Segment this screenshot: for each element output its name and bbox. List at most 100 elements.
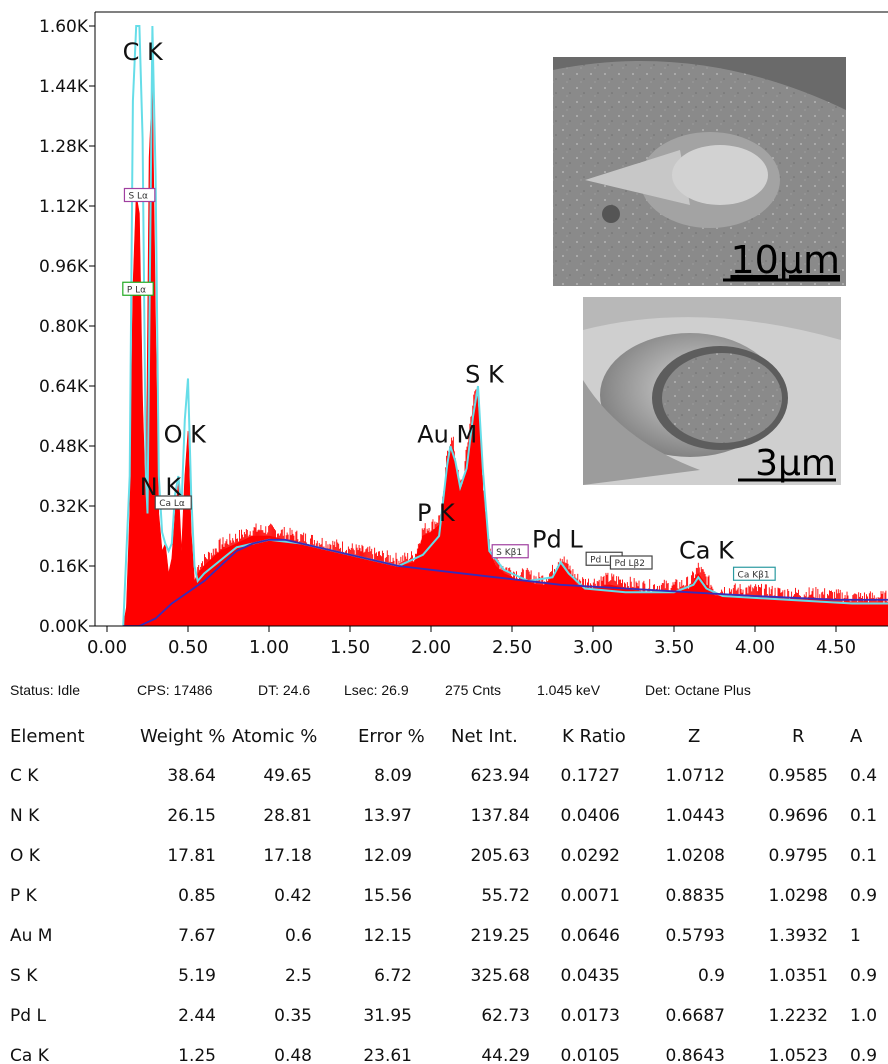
cps-readout: CPS: 17486 (137, 682, 213, 698)
element-cell: C K (10, 766, 39, 786)
value-cell: 17.18 (263, 846, 312, 866)
value-cell: 1.0298 (768, 886, 828, 906)
value-cell: 0.48 (274, 1046, 312, 1064)
marker-label: Pd Lβ (590, 555, 615, 565)
value-cell: 17.81 (167, 846, 216, 866)
value-cell: 0.0435 (560, 966, 620, 986)
marker-label-box (122, 281, 154, 296)
value-cell: 1.2232 (768, 1006, 828, 1026)
value-cell: 23.61 (363, 1046, 412, 1064)
x-tick-label: 4.00 (735, 637, 775, 658)
value-cell: 0.0292 (560, 846, 620, 866)
value-cell: 0.85 (178, 886, 216, 906)
element-cell: Ca K (10, 1046, 49, 1064)
peak-label: N K (140, 473, 183, 501)
value-cell: 0.1 (850, 846, 878, 866)
peak-label: Au M (417, 420, 477, 448)
y-tick-label: 0.96K (39, 257, 89, 277)
element-cell: Pd L (10, 1006, 46, 1026)
marker-label-box (732, 566, 776, 581)
value-cell: 0.9585 (768, 766, 828, 786)
column-header: Net Int. (451, 726, 518, 747)
value-cell: 0.0406 (560, 806, 620, 826)
value-cell: 0.1727 (560, 766, 620, 786)
value-cell: 55.72 (481, 886, 530, 906)
lsec-readout: Lsec: 26.9 (344, 682, 409, 698)
value-cell: 0.9 (697, 966, 725, 986)
y-tick-label: 0.16K (39, 557, 89, 577)
element-cell: P K (10, 886, 37, 906)
value-cell: 31.95 (363, 1006, 412, 1026)
value-cell: 1 (850, 926, 861, 946)
marker-label-box (154, 495, 192, 510)
peak-label: S K (465, 360, 505, 388)
marker-label-box (123, 187, 156, 203)
quantification-table: Element Weight % Atomic % Error % Net Int. K … (0, 720, 888, 1064)
value-cell: 1.25 (178, 1046, 216, 1064)
y-tick-label: 1.28K (39, 137, 89, 157)
kev-readout: 1.045 keV (537, 682, 601, 698)
element-cell: N K (10, 806, 40, 826)
value-cell: 8.09 (374, 766, 412, 786)
value-cell: 49.65 (263, 766, 312, 786)
marker-label: Ca Kβ1 (738, 570, 770, 580)
x-tick-label: 3.00 (573, 637, 613, 658)
marker-label: S Lα (128, 192, 148, 202)
marker-label: Ca Lα (159, 499, 185, 509)
value-cell: 0.9795 (768, 846, 828, 866)
value-cell: 0.8643 (665, 1046, 725, 1064)
value-cell: 0.0105 (560, 1046, 620, 1064)
value-cell: 12.09 (363, 846, 412, 866)
column-header: R (792, 726, 805, 747)
element-cell: O K (10, 846, 40, 866)
detector-readout: Det: Octane Plus (645, 682, 751, 698)
value-cell: 1.3932 (768, 926, 828, 946)
value-cell: 1.0351 (768, 966, 828, 986)
value-cell: 7.67 (178, 926, 216, 946)
value-cell: 6.72 (374, 966, 412, 986)
value-cell: 137.84 (470, 806, 530, 826)
value-cell: 26.15 (167, 806, 216, 826)
value-cell: 1.0523 (768, 1046, 828, 1064)
value-cell: 0.8835 (665, 886, 725, 906)
y-tick-label: 1.44K (39, 77, 89, 97)
y-tick-label: 1.60K (39, 17, 89, 37)
value-cell: 0.0646 (560, 926, 620, 946)
peak-label: Ca K (679, 537, 735, 565)
value-cell: 38.64 (167, 766, 216, 786)
value-cell: 13.97 (363, 806, 412, 826)
value-cell: 0.6687 (665, 1006, 725, 1026)
y-tick-label: 0.80K (39, 317, 89, 337)
column-header: K Ratio (562, 726, 626, 747)
value-cell: 0.0173 (560, 1006, 620, 1026)
element-cell: S K (10, 966, 38, 986)
value-cell: 2.5 (284, 966, 312, 986)
value-cell: 0.9 (850, 1046, 878, 1064)
y-tick-label: 0.00K (39, 617, 89, 637)
value-cell: 5.19 (178, 966, 216, 986)
column-header: Weight % (140, 726, 226, 747)
peak-label: P K (417, 499, 456, 527)
y-tick-label: 0.48K (39, 437, 89, 457)
value-cell: 0.1 (850, 806, 878, 826)
marker-label: P Lα (127, 285, 146, 295)
x-tick-label: 1.50 (330, 637, 370, 658)
x-tick-label: 1.00 (249, 637, 289, 658)
value-cell: 1.0208 (665, 846, 725, 866)
marker-label: Pd Lβ2 (614, 559, 645, 569)
value-cell: 12.15 (363, 926, 412, 946)
y-tick-label: 1.12K (39, 197, 89, 217)
peak-label: O K (164, 420, 208, 448)
value-cell: 0.4 (850, 766, 878, 786)
x-tick-label: 3.50 (654, 637, 694, 658)
y-tick-label: 0.64K (39, 377, 89, 397)
sem-inset-bottom: 3µm (583, 297, 841, 485)
value-cell: 62.73 (481, 1006, 530, 1026)
value-cell: 28.81 (263, 806, 312, 826)
marker-label-box (491, 544, 529, 559)
counts-readout: 275 Cnts (445, 682, 502, 698)
column-header: Error % (358, 726, 425, 747)
scale-label-bottom: 3µm (755, 443, 836, 484)
value-cell: 0.5793 (665, 926, 725, 946)
background-line (123, 538, 888, 626)
